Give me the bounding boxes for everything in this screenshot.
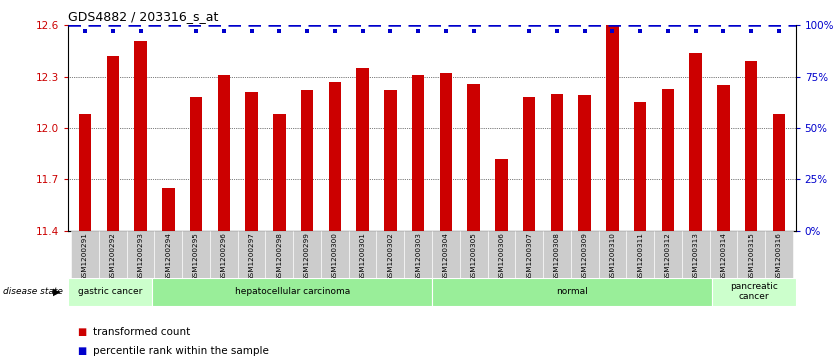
Bar	[99, 231, 127, 278]
Text: hepatocellular carcinoma: hepatocellular carcinoma	[234, 287, 349, 296]
Bar	[690, 53, 702, 231]
Bar	[78, 114, 91, 231]
Bar	[773, 114, 786, 231]
Bar	[717, 85, 730, 231]
Bar	[606, 25, 619, 231]
Bar	[710, 231, 737, 278]
Text: GSM1200312: GSM1200312	[665, 232, 671, 281]
Text: ■: ■	[78, 346, 87, 356]
Text: GSM1200301: GSM1200301	[359, 232, 365, 281]
Text: GSM1200315: GSM1200315	[748, 232, 754, 281]
Bar	[182, 231, 210, 278]
Bar	[245, 92, 258, 231]
Bar	[127, 231, 154, 278]
Bar	[68, 278, 153, 306]
Bar	[626, 231, 654, 278]
Text: GSM1200303: GSM1200303	[415, 232, 421, 281]
Text: normal: normal	[556, 287, 588, 296]
Bar	[218, 75, 230, 231]
Bar	[190, 97, 203, 231]
Text: ▶: ▶	[53, 286, 60, 297]
Bar	[107, 56, 119, 231]
Bar	[460, 231, 488, 278]
Text: GSM1200304: GSM1200304	[443, 232, 449, 281]
Bar	[745, 61, 757, 231]
Bar	[329, 82, 341, 231]
Bar	[301, 90, 314, 231]
Text: transformed count: transformed count	[93, 327, 191, 337]
Bar	[711, 278, 796, 306]
Text: GSM1200316: GSM1200316	[776, 232, 782, 281]
Text: GSM1200298: GSM1200298	[276, 232, 283, 281]
Bar	[570, 231, 599, 278]
Bar	[599, 231, 626, 278]
Bar	[210, 231, 238, 278]
Bar	[273, 114, 285, 231]
Bar	[440, 73, 452, 231]
Bar	[238, 231, 265, 278]
Bar	[523, 97, 535, 231]
Text: GSM1200302: GSM1200302	[387, 232, 394, 281]
Bar	[154, 231, 182, 278]
Text: GDS4882 / 203316_s_at: GDS4882 / 203316_s_at	[68, 10, 219, 23]
Bar	[294, 231, 321, 278]
Text: ■: ■	[78, 327, 87, 337]
Text: GSM1200313: GSM1200313	[693, 232, 699, 281]
Bar	[412, 75, 425, 231]
Text: gastric cancer: gastric cancer	[78, 287, 143, 296]
Text: GSM1200309: GSM1200309	[581, 232, 588, 281]
Bar	[579, 95, 591, 231]
Bar	[737, 231, 765, 278]
Bar	[432, 231, 460, 278]
Text: GSM1200300: GSM1200300	[332, 232, 338, 281]
Text: GSM1200307: GSM1200307	[526, 232, 532, 281]
Text: percentile rank within the sample: percentile rank within the sample	[93, 346, 269, 356]
Bar	[134, 41, 147, 231]
Text: GSM1200292: GSM1200292	[110, 232, 116, 281]
Text: GSM1200291: GSM1200291	[82, 232, 88, 281]
Bar	[488, 231, 515, 278]
Bar	[356, 68, 369, 231]
Text: pancreatic
cancer: pancreatic cancer	[730, 282, 777, 301]
Bar	[404, 231, 432, 278]
Bar	[265, 231, 294, 278]
Text: GSM1200308: GSM1200308	[554, 232, 560, 281]
Text: GSM1200295: GSM1200295	[193, 232, 199, 281]
Text: GSM1200296: GSM1200296	[221, 232, 227, 281]
Bar	[162, 188, 174, 231]
Bar	[153, 278, 432, 306]
Bar	[682, 231, 710, 278]
Bar	[71, 231, 99, 278]
Bar	[432, 278, 711, 306]
Bar	[661, 89, 674, 231]
Text: GSM1200305: GSM1200305	[470, 232, 477, 281]
Bar	[321, 231, 349, 278]
Text: disease state: disease state	[3, 287, 63, 296]
Text: GSM1200314: GSM1200314	[721, 232, 726, 281]
Bar	[765, 231, 793, 278]
Bar	[467, 83, 480, 231]
Bar	[654, 231, 682, 278]
Bar	[634, 102, 646, 231]
Text: GSM1200293: GSM1200293	[138, 232, 143, 281]
Text: GSM1200297: GSM1200297	[249, 232, 254, 281]
Bar	[550, 94, 563, 231]
Text: GSM1200299: GSM1200299	[304, 232, 310, 281]
Bar	[384, 90, 397, 231]
Bar	[515, 231, 543, 278]
Text: GSM1200310: GSM1200310	[610, 232, 615, 281]
Text: GSM1200311: GSM1200311	[637, 232, 643, 281]
Text: GSM1200306: GSM1200306	[499, 232, 505, 281]
Text: GSM1200294: GSM1200294	[165, 232, 171, 281]
Bar	[543, 231, 570, 278]
Bar	[349, 231, 376, 278]
Bar	[495, 159, 508, 231]
Bar	[376, 231, 404, 278]
